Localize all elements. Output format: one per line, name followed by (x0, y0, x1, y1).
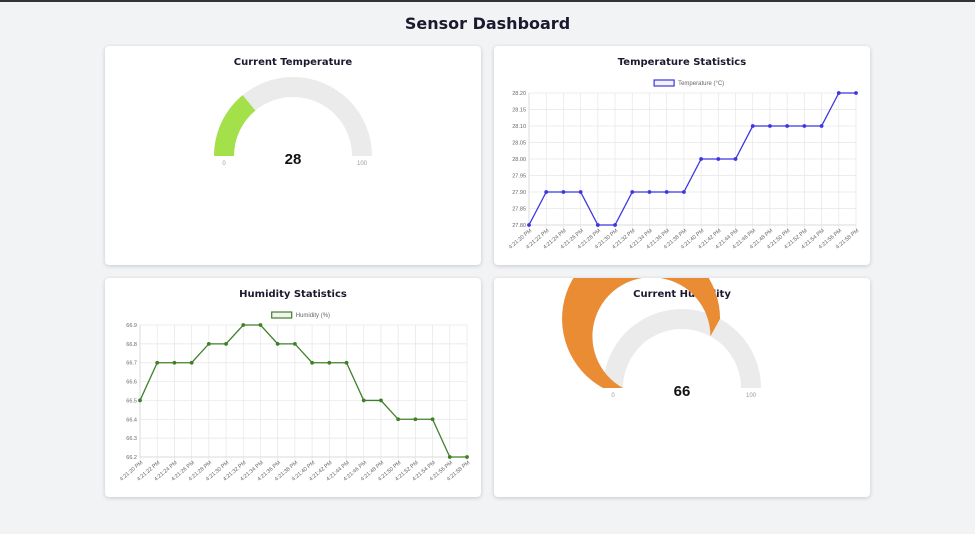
data-point (647, 190, 652, 194)
humidity-line-chart: Humidity (%) 66.2 66.3 66.4 66.5 66.6 66.7 66.8… (119, 311, 472, 483)
data-point (768, 124, 772, 128)
data-point (836, 91, 841, 95)
data-point (681, 190, 686, 194)
data-point (785, 124, 790, 128)
temperature-gauge-title: Current Temperature (233, 57, 353, 68)
gauge-track (214, 77, 372, 156)
data-point (819, 124, 824, 128)
y-tick-label: 27.95 (512, 174, 526, 180)
data-point (206, 341, 211, 346)
data-point (379, 398, 383, 403)
y-tick-label: 27.90 (512, 190, 526, 196)
temperature-gauge: 28 0 100 (214, 77, 372, 168)
data-point (413, 417, 418, 422)
data-point (750, 124, 755, 128)
data-point (361, 398, 366, 403)
data-point (561, 190, 566, 194)
gauge-value: 66 (674, 383, 691, 400)
gauge-track (603, 309, 761, 388)
y-tick-label: 28.10 (512, 124, 526, 130)
data-point (224, 341, 228, 346)
y-tick-label: 27.80 (512, 223, 526, 229)
data-point (465, 455, 469, 459)
gauge-fill (562, 278, 721, 388)
humidity-gauge-title: Current Humidity (633, 289, 731, 300)
data-point (275, 341, 280, 346)
data-point (613, 223, 617, 227)
y-tick-label: 66.8 (126, 342, 137, 348)
data-point (630, 190, 635, 194)
y-tick-label: 66.4 (126, 417, 137, 423)
humidity-chart-title: Humidity Statistics (239, 289, 347, 300)
y-tick-label: 66.2 (126, 455, 137, 461)
y-tick-label: 66.6 (126, 380, 137, 386)
gauge-min-label: 0 (222, 161, 226, 167)
data-point (802, 124, 807, 128)
data-point (138, 398, 142, 403)
legend-swatch (271, 311, 293, 319)
data-point (172, 360, 177, 365)
gauge-max-label: 100 (357, 161, 368, 167)
data-point (344, 360, 349, 365)
data-point (155, 360, 160, 365)
humidity-gauge: 66 0 100 (562, 278, 761, 400)
data-point (430, 417, 435, 422)
legend-label: Temperature (°C) (678, 81, 724, 87)
y-tick-label: 66.3 (126, 436, 137, 442)
y-tick-label: 27.85 (512, 207, 526, 213)
gauge-max-label: 100 (746, 393, 757, 399)
data-point (189, 360, 194, 365)
y-tick-label: 66.5 (126, 398, 137, 404)
temperature-chart-title: Temperature Statistics (617, 57, 747, 68)
data-point (241, 323, 246, 327)
y-tick-label: 28.00 (512, 157, 526, 163)
data-point (733, 157, 738, 161)
legend-label: Humidity (%) (296, 313, 330, 319)
data-point (699, 157, 704, 161)
data-point (527, 223, 531, 227)
gauge-value: 28 (285, 151, 302, 168)
gauge-min-label: 0 (611, 393, 615, 399)
data-point (447, 455, 452, 459)
data-point (310, 360, 315, 365)
series-line (139, 324, 467, 458)
y-tick-label: 28.05 (512, 141, 526, 147)
temperature-chart-card: Temperature Statistics Temperature (°C) 2… (494, 46, 870, 265)
y-tick-label: 66.7 (126, 361, 137, 367)
data-point (716, 157, 721, 161)
y-tick-label: 66.9 (126, 323, 137, 329)
data-point (396, 417, 401, 422)
data-point (292, 341, 297, 346)
legend-swatch (653, 79, 675, 87)
page-title: Sensor Dashboard (404, 14, 571, 33)
data-point (258, 323, 263, 327)
series-line (528, 92, 856, 226)
y-tick-label: 28.15 (512, 108, 526, 114)
data-point (854, 91, 858, 95)
temperature-line-chart: Temperature (°C) 27.80 27.85 27.90 27.95 28.0… (508, 79, 861, 251)
gauge-fill (214, 95, 256, 156)
data-point (595, 223, 600, 227)
data-point (578, 190, 583, 194)
data-point (327, 360, 332, 365)
data-point (544, 190, 549, 194)
humidity-gauge-card: Current Humidity 66 0 100 (494, 278, 870, 497)
temperature-gauge-card: Current Temperature 28 0 100 (105, 46, 481, 265)
humidity-chart-card: Humidity Statistics Humidity (%) 66.2 66.3… (105, 278, 481, 497)
y-tick-label: 28.20 (512, 91, 526, 97)
data-point (664, 190, 669, 194)
